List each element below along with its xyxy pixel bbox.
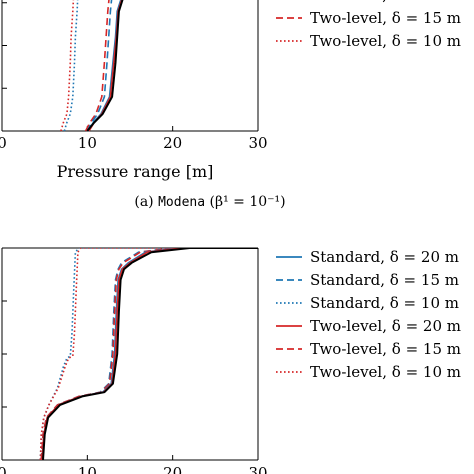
series-line bbox=[40, 248, 258, 461]
legend-label: Standard, δ = 20 m bbox=[310, 248, 459, 266]
x-tick-label: 10 bbox=[78, 134, 97, 152]
series-group bbox=[60, 0, 124, 132]
legend-label: Two-level, δ = 20 m bbox=[310, 317, 461, 335]
x-axis-label: Pressure range [m] bbox=[57, 162, 214, 181]
series-line bbox=[39, 248, 258, 461]
series-line bbox=[42, 248, 258, 461]
series-line bbox=[41, 248, 258, 461]
x-tick-label: 0 bbox=[0, 464, 7, 474]
series-group bbox=[39, 248, 258, 461]
panel-b: 0 10 20 30 Standard, δ = 20 m Standard, δ = 1… bbox=[0, 247, 461, 474]
panel-a: 0 10 20 30 Pressure range [m] Two-level, δ = … bbox=[0, 0, 461, 210]
series-line bbox=[84, 0, 110, 132]
legend-label: Two-level, δ = 10 m bbox=[310, 363, 461, 381]
series-line bbox=[40, 248, 258, 461]
series-line bbox=[86, 0, 124, 132]
legend-label: Two-level, δ = 15 m bbox=[310, 340, 461, 358]
x-tick-label: 20 bbox=[163, 134, 182, 152]
series-line bbox=[86, 0, 113, 132]
series-line bbox=[39, 248, 258, 461]
series-line bbox=[41, 248, 258, 461]
legend-label: Two-level, δ = 15 m bbox=[310, 9, 461, 27]
series-line bbox=[63, 0, 79, 132]
x-tick-label: 30 bbox=[248, 134, 267, 152]
legend-label: Standard, δ = 10 m bbox=[310, 294, 459, 312]
panel-caption: (a) Modena (β¹ = 10⁻¹) bbox=[134, 194, 285, 210]
series-line bbox=[60, 0, 75, 132]
x-tick-label: 30 bbox=[248, 464, 267, 474]
x-tick-label: 0 bbox=[0, 134, 7, 152]
x-tick-label: 10 bbox=[78, 464, 97, 474]
legend-label: Standard, δ = 15 m bbox=[310, 271, 459, 289]
legend-label: Two-level, δ = 20 m bbox=[310, 0, 461, 4]
legend-label: Two-level, δ = 10 m bbox=[310, 32, 461, 50]
x-tick-label: 20 bbox=[163, 464, 182, 474]
